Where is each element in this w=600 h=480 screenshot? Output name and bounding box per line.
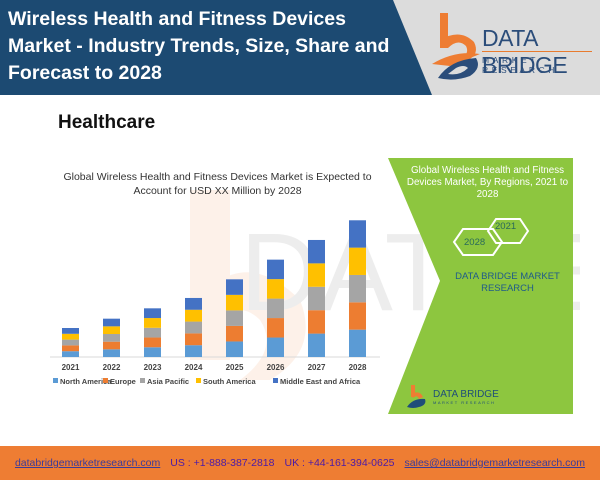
bar-segment-middle-east-and-africa-2027 xyxy=(308,239,325,264)
hexagon-2021-icon xyxy=(486,218,530,244)
x-tick-label: 2024 xyxy=(185,363,203,372)
bar-segment-europe-2024 xyxy=(185,333,202,346)
bar-segment-north-america-2025 xyxy=(226,341,243,357)
email-link[interactable]: sales@databridgemarketresearch.com xyxy=(404,457,586,469)
website-link[interactable]: databridgemarketresearch.com xyxy=(14,457,161,469)
small-logo-subtitle: MARKET RESEARCH xyxy=(433,400,496,405)
bar-segment-europe-2025 xyxy=(226,325,243,342)
bar-segment-middle-east-and-africa-2022 xyxy=(103,318,120,327)
side-panel-title: Global Wireless Health and Fitness Devic… xyxy=(406,165,569,200)
bar-segment-europe-2022 xyxy=(103,341,120,350)
bar-segment-south-america-2021 xyxy=(62,333,79,340)
uk-phone: UK : +44-161-394-0625 xyxy=(284,457,395,469)
chart-card: 2021 2022 2023 2024 2025 2026 2027 2028 North Am… xyxy=(45,158,390,414)
legend-label: North America xyxy=(60,377,112,386)
legend-label: Europe xyxy=(110,377,136,386)
bar-segment-europe-2028 xyxy=(349,302,366,330)
bar-segment-asia-pacific-2026 xyxy=(267,298,284,319)
bar-segment-south-america-2023 xyxy=(144,318,161,328)
legend-swatch xyxy=(103,378,108,383)
bar-segment-south-america-2026 xyxy=(267,279,284,299)
bar-segment-north-america-2028 xyxy=(349,329,366,357)
logo-subtitle: MARKET RESEARCH xyxy=(482,55,559,75)
header-banner: Wireless Health and Fitness Devices Mark… xyxy=(0,0,600,95)
x-tick-label: 2022 xyxy=(103,363,121,372)
x-tick-label: 2026 xyxy=(267,363,285,372)
legend-swatch xyxy=(196,378,201,383)
stacked-bar-chart: 2021 2022 2023 2024 2025 2026 2027 2028 North Am… xyxy=(50,220,380,386)
small-logo-name: DATA BRIDGE xyxy=(433,389,499,400)
bar-segment-asia-pacific-2024 xyxy=(185,321,202,334)
bar-segment-north-america-2024 xyxy=(185,345,202,357)
contact-footer: databridgemarketresearch.com US : +1-888… xyxy=(0,446,600,480)
x-tick-label: 2028 xyxy=(349,363,367,372)
bar-segment-asia-pacific-2027 xyxy=(308,286,325,311)
logo-name: DATA BRIDGE xyxy=(482,25,568,78)
hex-label-2028: 2028 xyxy=(464,237,486,248)
legend-label: South America xyxy=(203,377,256,386)
logo-divider xyxy=(482,51,592,52)
bar-segment-north-america-2021 xyxy=(62,351,79,357)
bar-segment-asia-pacific-2022 xyxy=(103,334,120,342)
bar-segment-north-america-2023 xyxy=(144,347,161,357)
page-title: Wireless Health and Fitness Devices Mark… xyxy=(8,8,390,84)
bar-segment-asia-pacific-2028 xyxy=(349,274,366,303)
bar-segment-middle-east-and-africa-2021 xyxy=(62,328,79,334)
legend-label: Middle East and Africa xyxy=(280,377,361,386)
bar-segment-asia-pacific-2021 xyxy=(62,339,79,346)
bar-segment-middle-east-and-africa-2024 xyxy=(185,297,202,310)
x-tick-label: 2027 xyxy=(308,363,326,372)
bar-segment-middle-east-and-africa-2026 xyxy=(267,259,284,280)
hexagon-icons xyxy=(452,218,530,256)
bar-segment-asia-pacific-2025 xyxy=(226,310,243,326)
bar-segment-europe-2023 xyxy=(144,337,161,348)
bar-segment-south-america-2025 xyxy=(226,294,243,311)
bar-segment-south-america-2028 xyxy=(349,247,366,275)
chart-title: Global Wireless Health and Fitness Devic… xyxy=(63,171,372,197)
bar-segment-south-america-2024 xyxy=(185,309,202,322)
x-tick-label: 2025 xyxy=(226,363,244,372)
bar-segment-europe-2021 xyxy=(62,345,79,352)
hexagon-2028-icon xyxy=(452,228,504,256)
legend-swatch xyxy=(140,378,145,383)
legend-swatch xyxy=(273,378,278,383)
x-tick-label: 2021 xyxy=(62,363,80,372)
bar-segment-south-america-2027 xyxy=(308,263,325,287)
bar-segment-north-america-2022 xyxy=(103,349,120,357)
bar-segment-asia-pacific-2023 xyxy=(144,327,161,338)
legend-swatch xyxy=(53,378,58,383)
section-title: Healthcare xyxy=(58,112,156,133)
bar-segment-europe-2026 xyxy=(267,318,284,338)
legend-label: Asia Pacific xyxy=(147,377,189,386)
bar-segment-middle-east-and-africa-2025 xyxy=(226,279,243,295)
bar-segment-north-america-2026 xyxy=(267,337,284,357)
header-blue-band xyxy=(0,0,432,95)
side-panel-brand: DATA BRIDGE MARKET RESEARCH xyxy=(455,271,560,294)
small-logo-icon xyxy=(407,385,426,408)
bar-segment-europe-2027 xyxy=(308,310,325,334)
bar-segment-middle-east-and-africa-2028 xyxy=(349,220,366,248)
us-phone: US : +1-888-387-2818 xyxy=(170,457,275,469)
hex-label-2021: 2021 xyxy=(495,221,517,232)
bar-segment-middle-east-and-africa-2023 xyxy=(144,308,161,319)
bar-segment-north-america-2027 xyxy=(308,333,325,357)
data-bridge-logo-icon xyxy=(432,13,480,80)
x-tick-label: 2023 xyxy=(144,363,162,372)
bar-segment-south-america-2022 xyxy=(103,326,120,335)
